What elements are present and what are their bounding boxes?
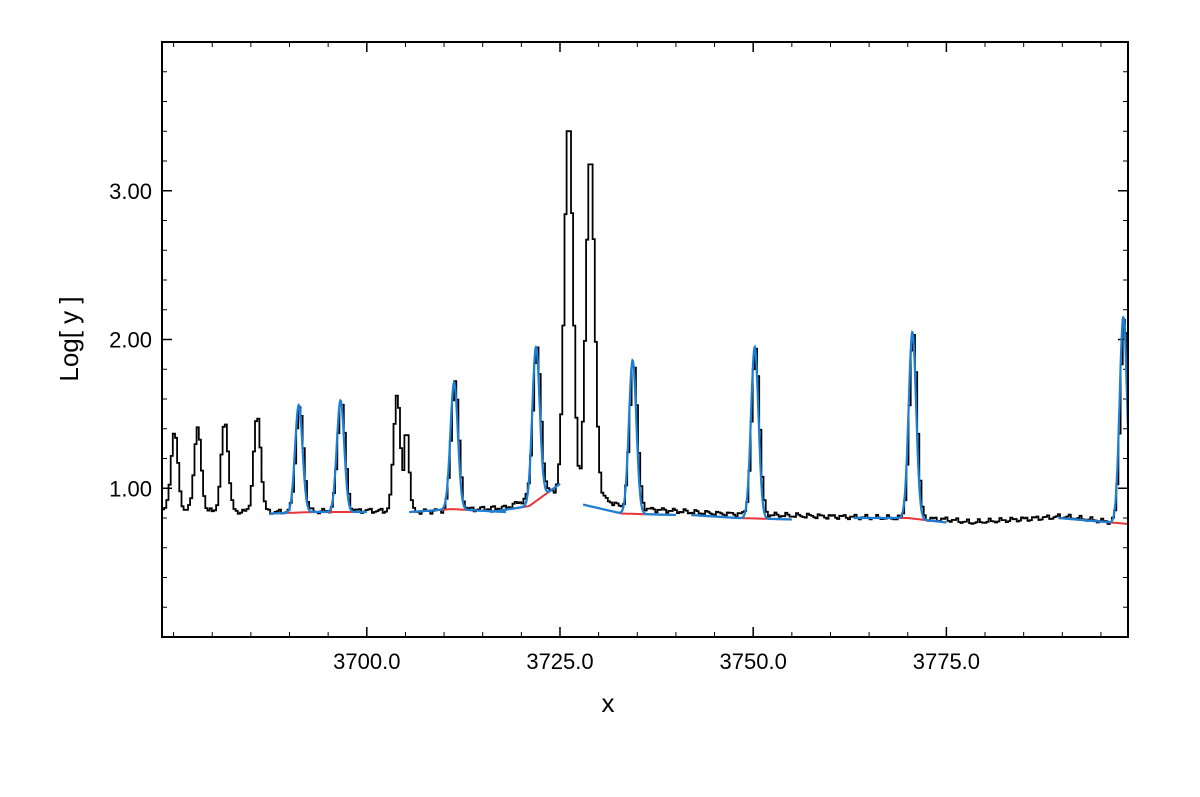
plot-frame xyxy=(161,41,1129,638)
y-tick-label: 2.00 xyxy=(109,328,152,353)
x-tick-label: 3700.0 xyxy=(333,649,400,674)
tick-labels: 3700.0 3725.0 3750.0 3775.0 1.00 2.00 3.00 xyxy=(109,179,980,674)
line-fit-curve xyxy=(1058,315,1128,524)
line-fit-curve xyxy=(582,358,676,517)
line-fit-curve xyxy=(691,344,792,521)
line-fit-curve xyxy=(490,345,561,514)
observed-spectrum-line xyxy=(162,130,1128,525)
x-axis-label: x xyxy=(602,688,615,718)
x-tick-label: 3725.0 xyxy=(526,649,593,674)
line-fit-curve xyxy=(270,398,367,515)
y-tick-label: 1.00 xyxy=(109,476,152,501)
plot-series xyxy=(162,130,1128,525)
axis-ticks xyxy=(162,42,1128,637)
line-fit-curve xyxy=(853,330,947,524)
line-fit-curve xyxy=(409,380,506,514)
y-axis-label: Log[ y ] xyxy=(54,296,84,381)
y-tick-label: 3.00 xyxy=(109,179,152,204)
x-tick-label: 3775.0 xyxy=(913,649,980,674)
x-tick-label: 3750.0 xyxy=(720,649,787,674)
